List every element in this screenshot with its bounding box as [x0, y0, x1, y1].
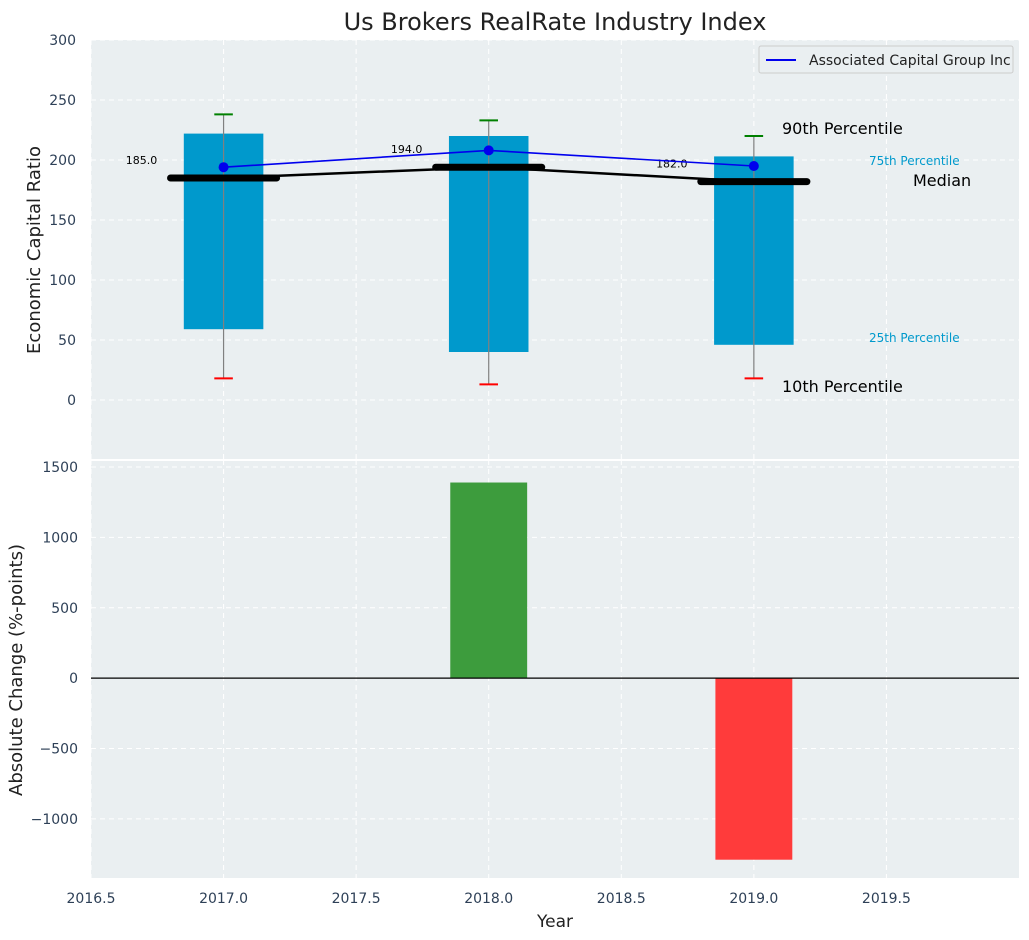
company-series-point: [218, 162, 229, 173]
annotation-90th-percentile: 90th Percentile: [782, 119, 903, 138]
x-tick-label: 2019.0: [729, 891, 778, 907]
company-series-point: [483, 145, 494, 156]
top-y-tick-label: 200: [49, 153, 76, 169]
top-y-ticks: 0 50 100 150 200 250 300: [49, 33, 76, 409]
change-bar-negative: [715, 678, 793, 860]
top-y-tick-label: 100: [49, 273, 76, 289]
legend: Associated Capital Group Inc: [758, 45, 1014, 74]
x-tick-label: 2018.5: [597, 891, 646, 907]
annotation-median: Median: [913, 171, 971, 190]
median-value-label: 194.0: [391, 143, 423, 156]
annotation-25th-percentile: 25th Percentile: [869, 331, 960, 345]
top-y-axis-label: Economic Capital Ratio: [24, 146, 45, 354]
legend-box: [758, 45, 1014, 74]
annotation-10th-percentile: 10th Percentile: [782, 377, 903, 396]
annotation-75th-percentile: 75th Percentile: [869, 154, 960, 168]
bottom-y-tick-label: 1000: [42, 530, 78, 546]
change-bar-positive: [450, 482, 528, 679]
top-y-tick-label: 50: [58, 333, 76, 349]
top-panel-marks: 185.0 194.0 182.0: [126, 113, 811, 386]
x-tick-label: 2017.5: [332, 891, 381, 907]
bottom-y-tick-label: −500: [40, 742, 78, 758]
legend-label: Associated Capital Group Inc: [809, 53, 1011, 69]
median-value-label: 182.0: [656, 158, 688, 171]
top-y-tick-label: 250: [49, 93, 76, 109]
x-tick-label: 2019.5: [862, 891, 911, 907]
bottom-y-tick-label: −1000: [31, 812, 78, 828]
median-value-label: 185.0: [126, 154, 158, 167]
bottom-y-tick-label: 500: [51, 601, 78, 617]
x-tick-label: 2017.0: [199, 891, 248, 907]
bottom-panel-marks: [91, 482, 1019, 860]
bottom-panel-background: [91, 460, 1019, 878]
company-series-point: [748, 161, 759, 171]
x-axis-label: Year: [536, 912, 573, 932]
median-trend-line: [223, 165, 754, 183]
top-y-tick-label: 150: [49, 213, 76, 229]
top-y-tick-label: 300: [49, 33, 76, 49]
x-tick-label: 2016.5: [67, 891, 116, 907]
top-panel: 185.0 194.0 182.0 0 50 100 150 200 250 300 Econo…: [24, 33, 1019, 460]
bottom-y-ticks: −1000 −500 0 500 1000 1500: [31, 460, 78, 828]
bottom-y-tick-label: 1500: [42, 460, 78, 476]
chart-title: Us Brokers RealRate Industry Index: [344, 8, 767, 36]
x-tick-label: 2018.0: [464, 891, 513, 907]
x-ticks: 2016.5 2017.0 2017.5 2018.0 2018.5 2019.0 2019…: [67, 891, 911, 907]
bottom-y-axis-label: Absolute Change (%-points): [6, 544, 27, 796]
bottom-panel: −1000 −500 0 500 1000 1500 Absolute Change (%…: [6, 460, 1019, 878]
bottom-y-tick-label: 0: [69, 671, 78, 687]
top-y-tick-label: 0: [67, 393, 76, 409]
